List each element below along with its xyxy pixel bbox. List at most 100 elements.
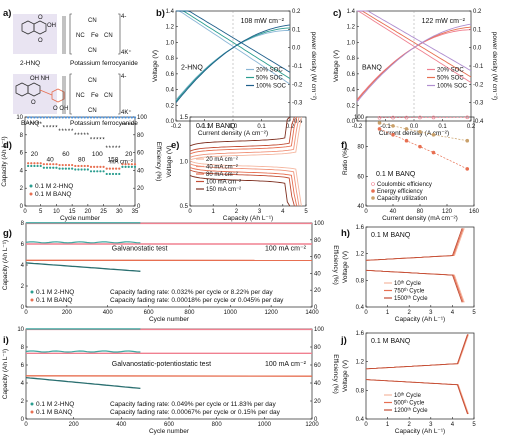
rate-label: 60: [62, 151, 70, 158]
x-tick-label: 80: [417, 209, 424, 215]
legend-swatch: [371, 196, 375, 200]
annotation: 0.1 M BANQ: [196, 123, 236, 130]
ee-point: *: [121, 123, 124, 129]
legend-swatch: [371, 182, 375, 186]
ce-point: [96, 116, 99, 119]
cap-banq-point: [93, 165, 96, 168]
y2-tick-label: -0.4: [473, 119, 484, 125]
x-tick-label: 0.0: [229, 124, 238, 130]
cap-hnq-point: [52, 166, 55, 169]
cap-banq-point: [71, 163, 74, 167]
cap-hnq-point: [89, 170, 93, 173]
cap-hnq-point: [86, 168, 89, 171]
y2-tick-label: 100: [314, 327, 325, 333]
legend-label: 40 mA cm⁻²: [206, 165, 238, 171]
ee-point: *: [96, 137, 99, 143]
ce-point: [42, 116, 45, 119]
partner-label: Potassium ferrocyanide: [70, 60, 138, 67]
cap-banq-point: [77, 164, 80, 168]
ee-point: *: [40, 122, 43, 128]
cap-hnq-point: [80, 168, 83, 171]
cap-hnq-point: [108, 172, 111, 176]
ee-point: *: [52, 126, 55, 132]
cap-banq-point: [127, 163, 130, 166]
x-tick-label: 1200: [264, 310, 278, 316]
chart-i: 0 200 400 600 800 1000 12000246810020406080100…: [2, 327, 339, 435]
y2-tick-label: 40: [137, 168, 144, 174]
annotation-2: 100 mA cm⁻²: [265, 245, 307, 252]
x-tick-label: 200: [62, 310, 73, 316]
y-tick-label: 0.6: [166, 72, 175, 78]
ee-point: *: [102, 137, 105, 143]
y2-tick-label: 20: [314, 399, 321, 405]
discharge-curve-3: [189, 166, 298, 207]
y-tick-label: 4: [21, 263, 25, 269]
trend-line-3: [379, 122, 468, 142]
y2-tick-label: 0.2: [473, 9, 482, 15]
ce-point: [77, 116, 80, 119]
ee-point: *: [93, 137, 96, 143]
x-tick-label: -0.2: [352, 124, 363, 130]
charge-curve-1: [189, 116, 302, 161]
y2-axis-label: Efficiency (%): [332, 354, 339, 394]
x-tick-label: 3: [429, 310, 433, 316]
voltage-line-1: [176, 10, 291, 85]
ce-point: [52, 116, 55, 119]
y-tick-label: 1.2: [347, 25, 356, 31]
atom-cn: CN: [88, 78, 97, 84]
x-tick-label: 1: [386, 422, 390, 428]
atom-oh: OH NH: [30, 76, 49, 82]
ce-point: [111, 116, 115, 119]
discharge-curve-2: [189, 163, 300, 207]
atom-o: O: [38, 15, 43, 21]
y-tick-label: 1.6: [356, 331, 365, 337]
discharge-curve-3: [365, 269, 463, 303]
ce-point: [130, 116, 133, 119]
cap-banq-point: [27, 162, 30, 165]
y-tick-label: 0.4: [356, 305, 365, 311]
fade-rate-text: Capacity fading rate: 0.00067% per cycle…: [110, 409, 281, 416]
atom-cn: CN: [104, 93, 113, 99]
fade-rate-text: Capacity fading rate: 0.049% per cycle o…: [110, 401, 276, 408]
atom-oh: OH: [47, 23, 56, 29]
y2-tick-label: 100: [314, 221, 325, 227]
cap-hnq-point: [124, 165, 127, 168]
voltage-line-1: [356, 10, 472, 83]
atom-o: O: [31, 100, 36, 106]
y-axis-label: Voltage (V): [333, 50, 340, 82]
chart-b: -0.2 -0.1 0.0 0.1 0.2 0.0 0.2 0.4 0.6 0.8 1.0 1.2 1.…: [152, 9, 317, 137]
panel-label-g: g): [3, 228, 12, 239]
y2-tick-label: -0.3: [473, 101, 484, 107]
cap-hnq-point: [71, 167, 74, 170]
data-point: [418, 115, 422, 120]
ee-point: *: [43, 126, 46, 132]
ce-point: [127, 116, 130, 119]
x-tick-label: 600: [164, 422, 175, 428]
ferrocyanide-1: CN NC Fe CN CN 4- 4K⁺ Potassium ferrocya…: [69, 13, 138, 67]
peak-power-annotation: 108 mW cm⁻²: [241, 18, 285, 25]
data-point: [418, 144, 422, 149]
x-tick-label: 800: [184, 310, 195, 316]
cap-banq-point: [121, 163, 124, 166]
y-tick-label: 4: [20, 168, 24, 174]
y-tick-label: 60: [357, 174, 364, 180]
x-tick-label: 10: [53, 209, 60, 215]
peak-power-annotation: 122 mW cm⁻²: [422, 18, 466, 25]
x-tick-label: 15: [69, 209, 76, 215]
x-tick-label: 2: [408, 310, 412, 316]
y-tick-label: 4: [21, 381, 25, 387]
hnq-ee-line: [25, 241, 141, 244]
molecule-2hnq: O O OH 2-HNQ: [13, 14, 57, 67]
ce-point: [74, 116, 77, 119]
rate-label: 150: [108, 157, 119, 164]
ce-point: [124, 116, 127, 119]
y-tick-label: 8: [21, 221, 25, 227]
charge-curve-4: [189, 116, 295, 152]
y-tick-label: 40: [357, 204, 364, 210]
atom-cn: CN: [88, 18, 97, 24]
x-tick-label: 4: [451, 310, 455, 316]
cap-banq-point: [74, 164, 77, 168]
ee-point: *: [55, 126, 58, 132]
